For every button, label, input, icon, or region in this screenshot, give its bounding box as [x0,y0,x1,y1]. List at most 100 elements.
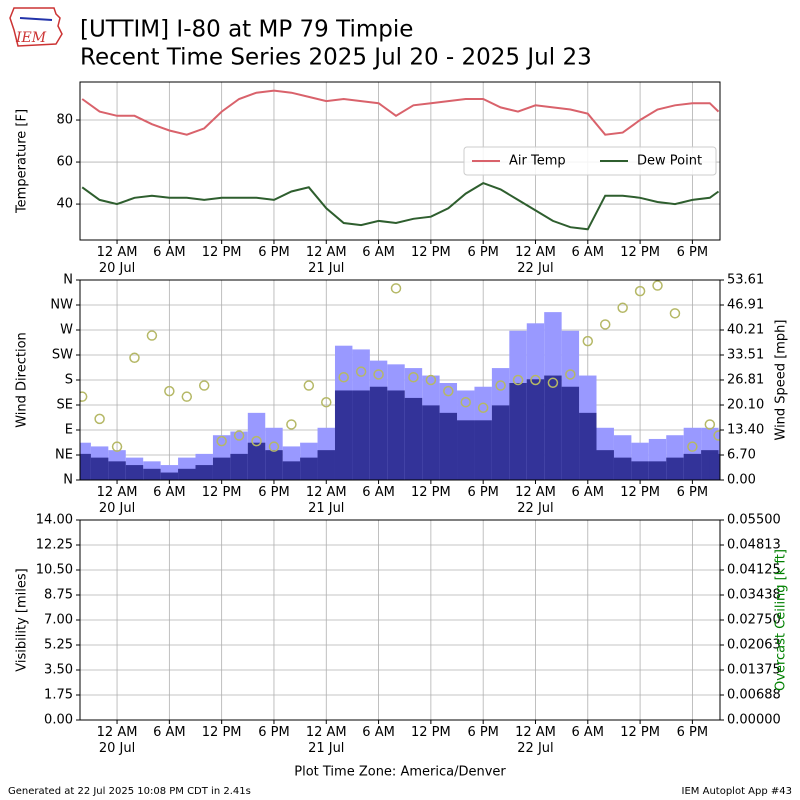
bar [579,412,597,480]
logo-text: IEM [15,30,47,46]
x-tick-label: 12 AM 20 Jul [96,485,138,516]
point [94,413,105,425]
x-tick-label: 6 PM [467,245,499,260]
x-tick-label: 12 PM [410,485,451,500]
x-tick-label: 6 PM [258,485,290,500]
y-tick-label: SE [57,398,73,413]
point [565,369,576,380]
point [495,380,506,391]
y2-tick-label: 6.70 [727,448,756,463]
bar [230,453,248,480]
point [286,419,297,430]
point [477,402,489,414]
y-tick-label: S [65,373,73,388]
x-tick-label: 12 PM [620,725,660,740]
bar [561,386,580,480]
x-tick-label: 6 PM [467,485,499,500]
point [582,335,594,347]
y2-tick-label: 0.01375 [727,663,781,678]
y2-tick-label: 0.03438 [727,588,781,603]
bar [666,457,684,480]
x-tick-label: 12 AM 21 Jul [305,245,347,276]
point [233,430,245,441]
y-axis-label: Temperature [F] [15,109,30,214]
point [617,302,628,314]
y-tick-label: 3.50 [44,663,73,678]
bar [178,468,196,480]
y2-tick-label: 40.21 [727,322,764,337]
bar [404,397,423,480]
point [512,374,524,386]
bar [160,472,179,480]
y2-tick-label: 0.00688 [727,688,781,703]
bar [631,461,649,480]
y-tick-label: 12.25 [36,538,73,553]
line [81,181,720,231]
bar [212,457,231,480]
bar [143,468,161,480]
bar [247,442,266,480]
bar [709,453,720,480]
x-tick-label: 12 AM 22 Jul [515,485,556,516]
x-tick-label: 12 PM [201,725,242,740]
bar [439,412,458,480]
point [251,435,262,447]
x-tick-label: 6 AM [153,245,186,260]
x-tick-label: 12 AM 21 Jul [305,725,347,756]
line [81,89,720,136]
y2-tick-label: 0.02750 [727,613,781,628]
point [599,319,611,330]
y-tick-label: 10.50 [36,563,73,578]
y2-axis-label: Overcast Ceiling [k ft] [774,549,789,691]
bar [80,453,91,480]
legend-box [463,146,717,176]
x-tick-label: 6 PM [676,725,709,740]
bar [491,405,510,480]
y-tick-label: 60 [56,155,73,170]
bar [108,461,126,480]
x-tick-label: 6 PM [676,245,709,260]
x-tick-label: 6 PM [258,725,290,740]
y2-tick-label: 26.81 [727,372,764,387]
y-tick-label: SW [52,348,73,363]
point [216,435,227,447]
footer-left: Generated at 22 Jul 2025 10:08 PM CDT in… [8,786,251,797]
y-tick-label: 8.75 [44,588,73,603]
point [181,391,193,402]
y-tick-label: 7.00 [44,613,73,628]
y-tick-label: 0.00 [44,713,73,728]
y-tick-label: 80 [56,113,73,128]
x-tick-label: 6 AM [362,245,395,260]
x-tick-label: 6 AM [571,245,605,260]
bar [317,450,335,480]
point [303,380,315,391]
title: [UTTIM] I-80 at MP 79 Timpie [80,17,413,43]
footer-right: IEM Autoplot App #43 [682,786,792,797]
bar [544,375,562,480]
bar [265,450,283,480]
y2-tick-label: 0.00000 [727,713,781,728]
y-tick-label: 1.75 [44,688,73,703]
y2-tick-label: 0.05500 [727,513,781,528]
bar [195,465,213,480]
x-tick-label: 12 PM [620,245,660,260]
logo-line [19,17,53,21]
point [425,374,437,386]
y2-tick-label: 53.61 [727,273,764,288]
y2-tick-label: 0.02063 [727,638,781,653]
y-tick-label: NW [50,298,73,313]
x-tick-label: 12 AM 21 Jul [305,485,347,516]
x-tick-label: 12 AM 22 Jul [515,245,556,276]
bar [648,461,667,480]
bar [596,450,614,480]
y2-tick-label: 0.04125 [727,563,781,578]
x-tick-label: 6 PM [676,485,709,500]
x-tick-label: 12 AM 20 Jul [96,725,138,756]
point [321,396,332,408]
x-tick-label: 12 PM [410,725,451,740]
x-tick-label: 6 AM [362,725,395,740]
point [687,441,698,452]
bar [474,420,492,480]
bar [457,420,475,480]
y2-axis-label: Wind Speed [mph] [774,320,789,441]
